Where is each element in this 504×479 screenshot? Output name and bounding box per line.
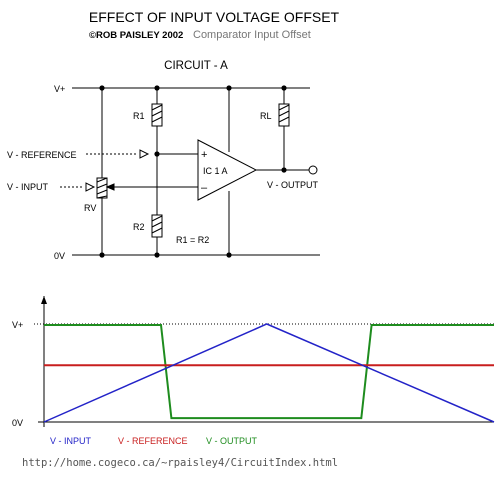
series-v-input-line [43, 323, 495, 423]
y-axis-arrow [41, 296, 47, 304]
junction-dots [99, 85, 287, 258]
y-tick-vplus: V+ [12, 320, 23, 330]
copyright: ©ROB PAISLEY 2002 [89, 30, 183, 41]
circuit-title: CIRCUIT - A [164, 60, 228, 72]
input-arrow [85, 182, 96, 192]
v-reference-label: V - REFERENCE [7, 150, 77, 160]
legend-v-input: V - INPUT [50, 436, 92, 446]
v-input-label: V - INPUT [7, 182, 49, 192]
r2-label: R2 [133, 222, 145, 232]
comparator-symbol [197, 139, 258, 201]
zerov-rail-label: 0V [54, 251, 65, 261]
legend-v-output: V - OUTPUT [206, 436, 258, 446]
legend-v-reference: V - REFERENCE [118, 436, 188, 446]
y-tick-0v: 0V [12, 418, 23, 428]
vplus-rail-label: V+ [54, 84, 65, 94]
rv-label: RV [84, 203, 96, 213]
r1-label: R1 [133, 111, 145, 121]
output-terminal [308, 165, 318, 175]
v-output-label: V - OUTPUT [267, 180, 319, 190]
rl-label: RL [260, 111, 272, 121]
plus-sign: + [201, 149, 207, 161]
title: EFFECT OF INPUT VOLTAGE OFFSET [89, 9, 340, 25]
rv-hatch [96, 177, 108, 183]
circuit-diagram [60, 87, 320, 256]
waveform-chart: V+ 0V V - INPUT V - REFERENCE V - OUTPUT [12, 296, 495, 446]
series-v-output-line [44, 324, 494, 420]
reference-arrow [139, 149, 150, 159]
ic-label: IC 1 A [203, 166, 228, 176]
subtitle: Comparator Input Offset [193, 29, 311, 41]
wiper-arrow [105, 183, 115, 191]
footer-url[interactable]: http://home.cogeco.ca/~rpaisley4/Circuit… [22, 457, 338, 469]
r1-r2-equation: R1 = R2 [176, 235, 209, 245]
minus-sign: – [201, 182, 208, 194]
